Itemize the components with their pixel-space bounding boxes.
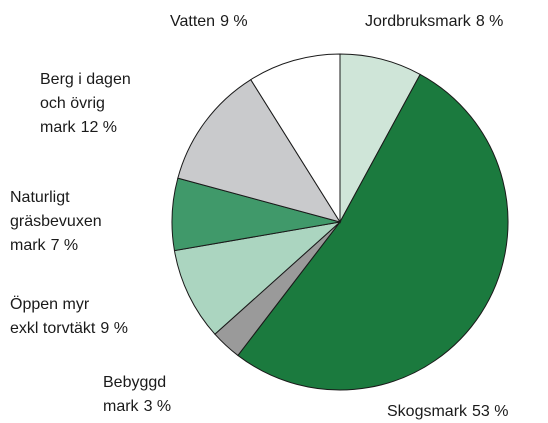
slice-label: Öppen myr exkl torvtäkt 9 % xyxy=(10,295,128,337)
value-label: 9 % xyxy=(220,13,248,30)
pie-slice xyxy=(173,221,342,335)
value-label: 53 % xyxy=(472,403,508,420)
value-label: 9 % xyxy=(100,320,128,337)
label-line: Bebyggd xyxy=(103,374,166,391)
pie-slice xyxy=(237,73,509,391)
pie-slice xyxy=(177,78,342,223)
label-line: gräsbevuxen xyxy=(10,213,102,230)
slice-label: Skogsmark 53 % xyxy=(387,403,509,420)
pie-slice xyxy=(250,53,341,224)
label-line: mark xyxy=(10,237,47,254)
label-line: Öppen myr xyxy=(10,295,90,313)
value-label: 3 % xyxy=(144,398,172,415)
label-line: Vatten xyxy=(170,13,215,30)
label-line: exkl torvtäkt xyxy=(10,320,96,337)
slice-label: Vatten 9 % xyxy=(170,13,248,30)
slice-label: Bebyggd mark 3 % xyxy=(103,374,171,415)
label-line: och övrig xyxy=(40,95,105,112)
label-line: Skogsmark xyxy=(387,403,468,420)
slice-label: Jordbruksmark 8 % xyxy=(365,13,503,30)
slice-label: Naturligt gräsbevuxen mark 7 % xyxy=(10,189,102,254)
label-line: Jordbruksmark xyxy=(365,13,472,30)
slice-label: Berg i dagen och övrig mark 12 % xyxy=(40,71,131,136)
value-label: 12 % xyxy=(81,119,117,136)
value-label: 8 % xyxy=(476,13,504,30)
value-label: 7 % xyxy=(51,237,79,254)
label-line: Berg i dagen xyxy=(40,71,131,88)
label-line: Naturligt xyxy=(10,189,70,206)
label-line: mark xyxy=(103,398,140,415)
label-line: mark xyxy=(40,119,77,136)
